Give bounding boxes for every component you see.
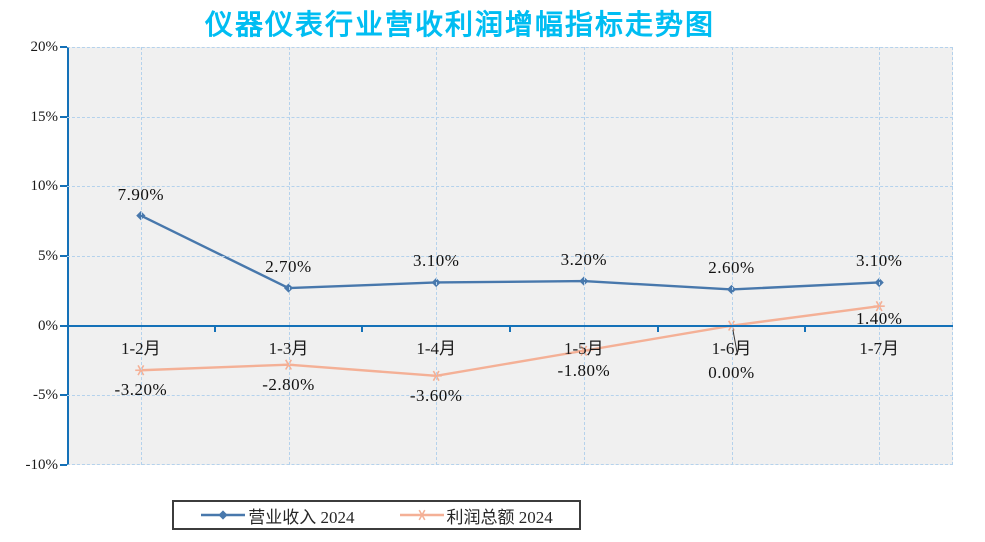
x-axis-label: 1-2月 [120,339,161,358]
data-label: 2.60% [708,258,755,278]
y-axis-label: -10% [25,457,59,473]
asterisk-line-icon [399,509,444,521]
y-axis-label: -5% [33,387,58,404]
y-axis-tick [60,324,67,327]
horizontal-gridline [67,186,953,188]
vertical-gridline [140,47,142,465]
y-axis-label: 10% [30,178,59,195]
data-label: 3.10% [412,251,460,271]
x-axis-tick [213,325,216,332]
legend-item-revenue: 营业收入 2024 [200,503,355,528]
series-line-profit [140,304,880,378]
horizontal-gridline [67,256,953,257]
data-label: -2.80% [262,374,315,394]
y-axis-tick [60,255,67,257]
vertical-gridline [879,47,881,465]
diamond-line-icon [201,510,246,520]
legend-label: 营业收入 2024 [248,507,355,527]
x-axis-tick [656,325,659,332]
x-axis-tick [361,325,364,332]
x-axis-tick [804,325,807,332]
data-label-leader-line [732,327,738,355]
y-axis-tick [60,464,67,466]
x-axis-label: 1-6月 [711,339,752,358]
data-label: 3.10% [855,251,903,271]
y-axis-tick [60,394,67,397]
x-axis-label: 1-3月 [268,339,309,358]
y-axis-tick [60,115,67,118]
data-label: 1.40% [855,309,903,329]
data-label: 3.20% [560,250,608,270]
vertical-gridline [288,47,290,465]
chart-legend: 营业收入 2024 利润总额 2024 [172,500,581,530]
vertical-gridline [436,47,438,465]
x-axis-label: 1-4月 [416,339,456,358]
horizontal-gridline [67,395,953,397]
series-line-revenue [140,214,880,291]
legend-label: 利润总额 2024 [446,507,553,527]
data-label: -1.80% [557,360,611,380]
chart-title: 仪器仪表行业营收利润增幅指标走势图 [204,9,715,40]
vertical-gridline [583,47,585,465]
y-axis-tick [60,46,67,48]
data-label: 7.90% [117,184,165,204]
y-axis-label: 15% [30,108,59,125]
vertical-gridline [731,47,733,465]
data-label: 2.70% [265,257,312,277]
y-axis-label: 0% [38,317,58,334]
x-axis-label: 1-5月 [563,339,604,358]
data-label: -3.60% [409,385,463,405]
x-axis-label: 1-7月 [859,339,899,358]
y-axis-tick [60,185,67,188]
data-label: -3.20% [114,380,168,400]
legend-item-profit: 利润总额 2024 [399,503,553,528]
x-axis-tick [509,325,511,332]
y-axis-label: 5% [38,248,58,264]
data-label: 0.00% [708,362,755,382]
horizontal-gridline [67,116,953,118]
y-axis-label: 20% [30,39,59,55]
